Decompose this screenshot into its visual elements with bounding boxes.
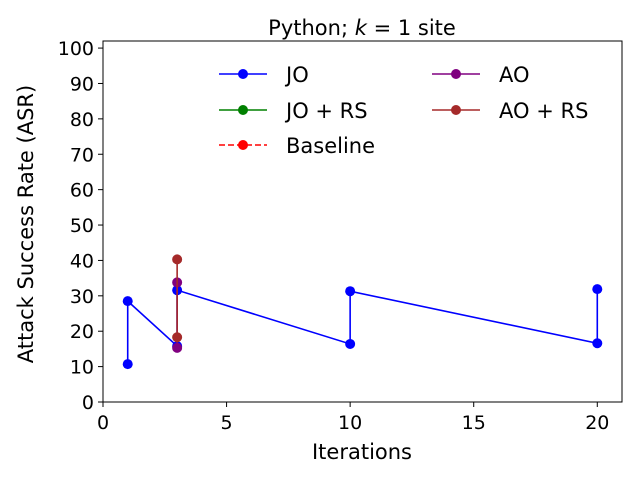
data-point [172,332,183,343]
legend-marker [238,105,248,115]
x-tick-label: 15 [462,412,486,434]
legend-label: AO + RS [499,99,588,123]
y-tick-label: 80 [70,109,94,131]
legend: JO JO + RS Baseline AO AO + RS [219,63,588,158]
legend-item: AO [432,63,530,87]
x-tick-label: 5 [221,412,233,434]
data-point [345,286,356,297]
y-axis-title: Attack Success Rate (ASR) [14,85,38,363]
x-tick-label: 10 [338,412,362,434]
y-tick-label: 90 [70,73,94,95]
legend-marker [451,105,461,115]
legend-marker [238,69,248,79]
legend-marker [451,69,461,79]
y-tick-label: 0 [82,392,94,414]
x-tick-label: 0 [97,412,109,434]
y-tick-label: 20 [70,321,94,343]
legend-marker [238,140,248,150]
data-point [122,296,133,307]
data-point [172,254,183,265]
data-point [172,342,183,353]
plot-frame [102,40,623,403]
y-tick-label: 30 [70,286,94,308]
x-tick-label: 20 [585,412,609,434]
plot-area [102,40,623,403]
y-tick-label: 40 [70,250,94,272]
series-4 [172,254,183,343]
data-point [345,338,356,349]
data-point [122,359,133,370]
legend-item: AO + RS [432,99,588,123]
x-axis: 0 5 10 15 20 [97,402,609,434]
legend-label: Baseline [286,134,375,158]
y-tick-label: 50 [70,215,94,237]
y-tick-label: 10 [70,357,94,379]
x-axis-title: Iterations [312,440,412,464]
legend-label: AO [499,63,530,87]
y-axis: 0 10 20 30 40 50 60 70 80 90 100 [58,38,103,414]
legend-item: Baseline [219,134,375,158]
data-point [592,284,603,295]
y-tick-label: 70 [70,144,94,166]
legend-item: JO [219,63,309,87]
y-tick-label: 100 [58,38,94,60]
data-point [592,338,603,349]
y-tick-label: 60 [70,180,94,202]
legend-label: JO + RS [284,99,368,123]
series-line [126,289,599,365]
legend-item: JO + RS [219,99,368,123]
series-0 [122,284,603,370]
legend-label: JO [284,63,309,87]
chart-title: Python; k = 1 site [268,16,456,40]
